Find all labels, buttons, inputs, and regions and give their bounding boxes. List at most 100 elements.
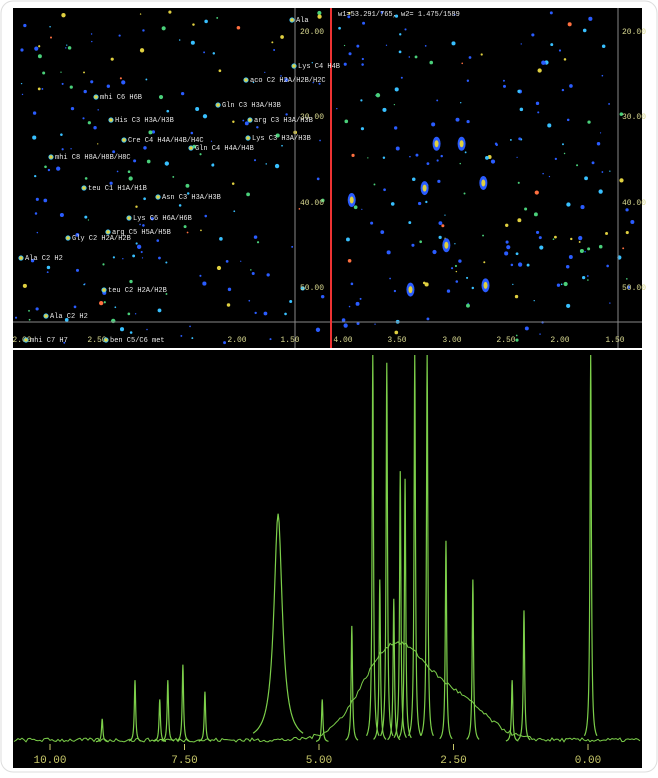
noise-dot (148, 130, 153, 135)
noise-dot (233, 210, 236, 213)
noise-dot (490, 159, 496, 164)
noise-dot (136, 244, 142, 249)
noise-dot (202, 114, 208, 119)
noise-dot (466, 79, 470, 82)
noise-dot (106, 84, 111, 88)
peak (420, 354, 434, 737)
noise-dot (360, 127, 365, 131)
noise-dot (127, 312, 131, 316)
crosspeak-core (459, 140, 464, 148)
noise-dot (347, 15, 351, 19)
label-peak (289, 17, 295, 23)
noise-dot (36, 231, 39, 234)
noise-dot (41, 88, 44, 90)
noise-dot (584, 251, 586, 253)
noise-dot (411, 177, 416, 181)
noise-dot (606, 264, 609, 268)
noise-dot (347, 258, 352, 263)
noise-dot (20, 48, 24, 52)
noise-dot (608, 103, 610, 105)
label-peak (126, 215, 132, 221)
assignment-label: arg C5 H5A/H5B (112, 229, 171, 237)
noise-dot (97, 143, 99, 145)
label-peak (108, 117, 114, 123)
noise-dot (461, 62, 464, 65)
noise-dot (321, 198, 325, 203)
noise-dot (320, 294, 325, 299)
noise-dot (362, 21, 366, 25)
noise-dot (541, 60, 546, 65)
noise-dot (515, 252, 519, 256)
crosspeak-core (349, 196, 354, 204)
crosspeak-core (483, 281, 488, 289)
noise-dot (561, 143, 564, 146)
noise-dot (22, 283, 27, 288)
noise-dot (203, 51, 206, 54)
noise-dot (386, 250, 391, 255)
noise-dot (312, 81, 314, 84)
noise-dot (374, 323, 376, 325)
noise-dot (505, 240, 509, 244)
noise-dot (515, 338, 519, 342)
x-tick-label: 4.00 (333, 336, 352, 345)
peak (128, 680, 142, 742)
noise-dot (535, 101, 540, 106)
noise-dot (248, 299, 251, 302)
label-peak (93, 94, 99, 100)
noise-dot (199, 153, 202, 156)
noise-dot (156, 239, 160, 242)
assignment-label: Lys C6 H6A/H6B (133, 215, 192, 223)
label-peak (81, 185, 87, 191)
noise-dot (520, 43, 522, 45)
y-tick-label: 20.00 (300, 28, 324, 37)
crosspeak-core (444, 241, 449, 249)
noise-dot (122, 258, 124, 260)
label-peak (43, 313, 49, 319)
noise-dot (535, 230, 540, 234)
noise-dot (69, 85, 73, 89)
noise-dot (451, 41, 456, 46)
noise-dot (135, 205, 138, 208)
noise-dot (75, 268, 80, 272)
status-text: w1=53.291/765, w2= 1.475/1589 (338, 11, 460, 19)
label-peak (245, 135, 251, 141)
noise-dot (343, 323, 348, 328)
noise-dot (134, 313, 137, 315)
noise-dot (351, 153, 355, 158)
noise-dot (524, 207, 528, 211)
noise-dot (311, 62, 313, 64)
noise-dot (191, 337, 194, 340)
noise-dot (158, 256, 161, 260)
noise-dot (505, 223, 509, 227)
noise-dot (273, 49, 276, 51)
noise-dot (503, 84, 506, 88)
x-tick-label: 2.50 (87, 336, 106, 345)
noise-dot (114, 306, 117, 309)
x-tick-label: 7.50 (171, 755, 197, 767)
noise-dot (625, 208, 629, 212)
noise-dot (390, 202, 395, 206)
peak (466, 579, 480, 740)
assignment-label: ben C5/C6 met (110, 337, 165, 345)
noise-dot (319, 139, 321, 142)
noise-dot (34, 212, 38, 215)
y-tick-label: 30.00 (300, 113, 324, 122)
noise-dot (398, 50, 402, 54)
noise-dot (404, 28, 407, 31)
noise-dot (82, 117, 85, 120)
noise-dot (517, 181, 520, 184)
noise-dot (189, 325, 191, 328)
noise-dot (550, 43, 554, 47)
noise-dot (140, 250, 143, 254)
assignment-label: Ala C2 H2 (50, 313, 88, 321)
noise-dot (318, 82, 321, 85)
noise-dot (70, 148, 72, 150)
y-tick-label: 20.00 (622, 28, 646, 37)
noise-dot (424, 45, 427, 47)
noise-dot (426, 162, 430, 166)
noise-dot (43, 198, 48, 203)
noise-dot (587, 247, 591, 251)
noise-dot (143, 146, 147, 150)
noise-dot (495, 143, 498, 147)
